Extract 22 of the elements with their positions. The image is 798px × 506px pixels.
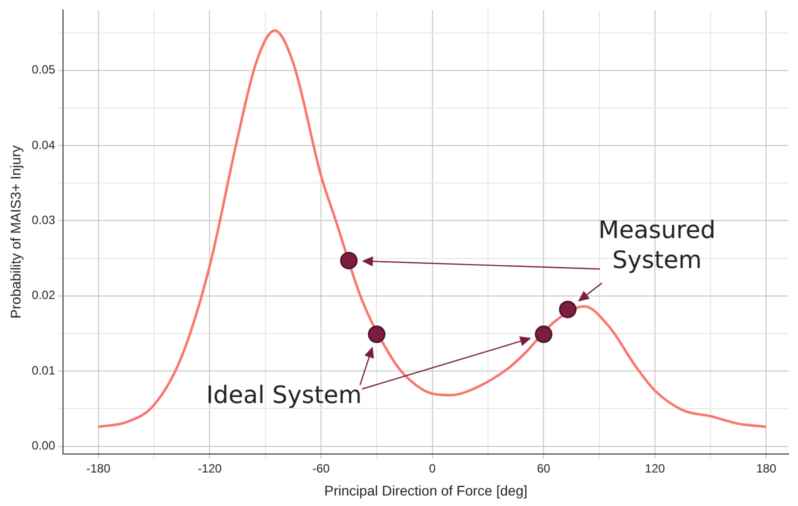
y-tick-label: 0.04: [32, 138, 56, 152]
point: [534, 326, 552, 344]
x-tick-label: -120: [198, 461, 222, 476]
y-tick-label: 0.01: [32, 363, 56, 378]
y-tick-label: 0.02: [32, 288, 56, 302]
y-axis-title: Probability of MAIS3+ Injury: [7, 145, 24, 319]
point: [558, 300, 576, 318]
y-tick-label: 0.00: [32, 438, 56, 453]
point: [368, 326, 386, 344]
annotation: Ideal System: [206, 381, 362, 410]
x-axis-title: Principal Direction of Force [deg]: [324, 482, 528, 498]
x-tick-label: -60: [312, 461, 330, 476]
y-tick-label: 0.05: [32, 62, 56, 77]
x-tick-label: 120: [644, 461, 666, 476]
x-tick-label: 0: [428, 461, 436, 476]
line-series: [97, 29, 768, 428]
x-tick-label: 180: [756, 461, 777, 476]
x-tick-label: 60: [536, 461, 551, 476]
annotation: Measured System: [598, 216, 716, 274]
point: [340, 252, 358, 270]
x-tick-label: -180: [86, 461, 111, 476]
y-tick-label: 0.03: [32, 213, 56, 228]
